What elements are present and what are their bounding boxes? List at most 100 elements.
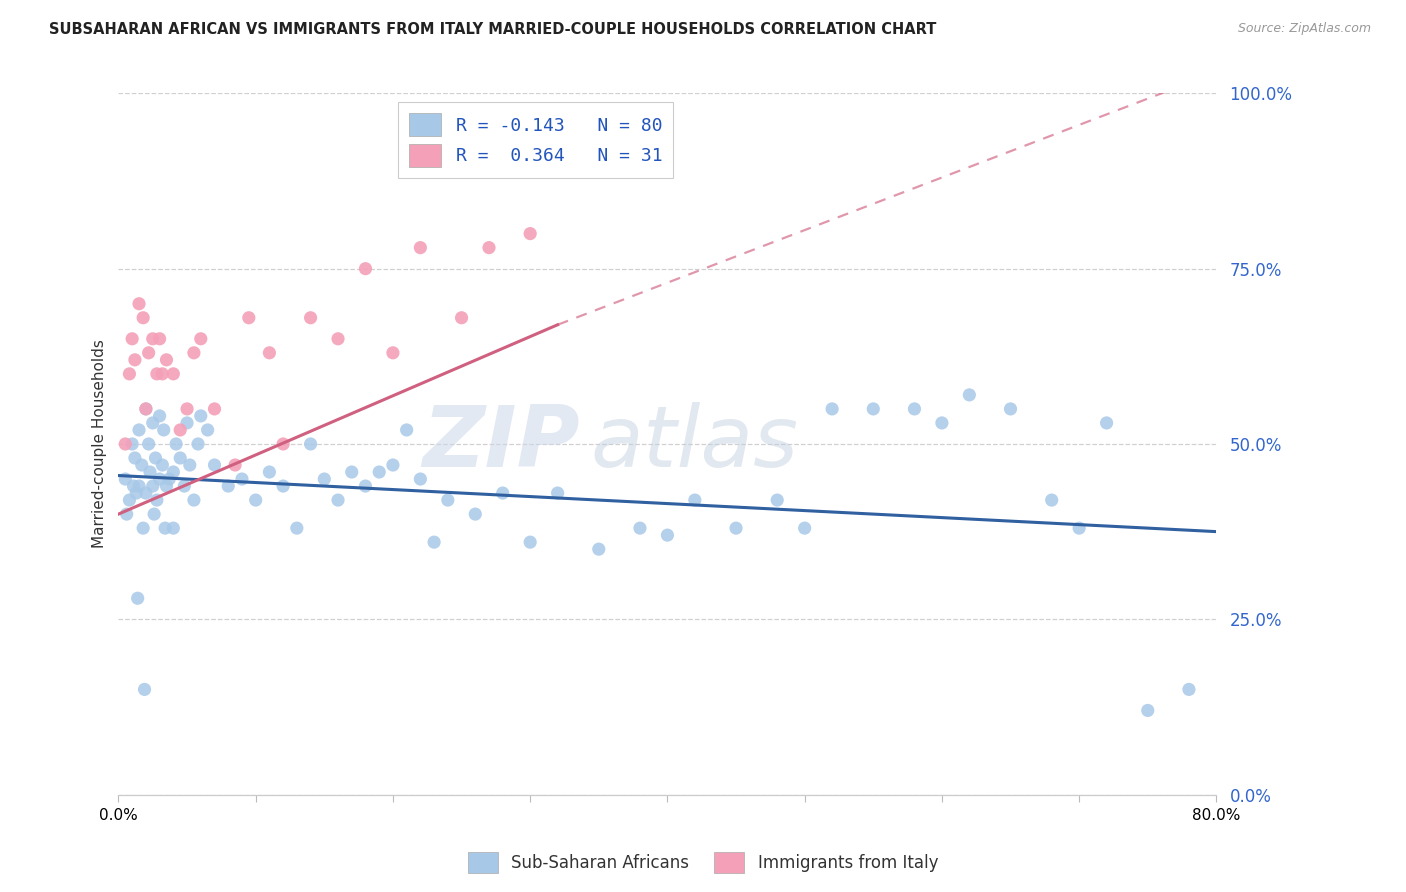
Point xyxy=(190,332,212,346)
Point xyxy=(368,465,391,479)
Point xyxy=(588,542,610,557)
Text: ZIP: ZIP xyxy=(422,402,579,485)
Point xyxy=(176,416,198,430)
Point xyxy=(145,450,167,465)
Point xyxy=(149,409,172,423)
Point xyxy=(409,472,432,486)
Point xyxy=(146,367,169,381)
Point xyxy=(657,528,679,542)
Point xyxy=(165,437,187,451)
Point xyxy=(157,472,180,486)
Point xyxy=(224,458,246,472)
Point xyxy=(114,472,136,486)
Point xyxy=(381,458,404,472)
Point xyxy=(423,535,446,549)
Point xyxy=(134,682,156,697)
Point xyxy=(1040,493,1063,508)
Point xyxy=(127,591,149,606)
Point xyxy=(395,423,418,437)
Point xyxy=(724,521,747,535)
Point xyxy=(204,458,226,472)
Point xyxy=(142,479,165,493)
Point xyxy=(259,346,281,360)
Point xyxy=(238,310,260,325)
Point xyxy=(169,423,191,437)
Point xyxy=(340,465,363,479)
Point xyxy=(150,367,173,381)
Point xyxy=(231,472,253,486)
Point xyxy=(124,352,146,367)
Point xyxy=(162,521,184,535)
Point xyxy=(271,437,294,451)
Point xyxy=(1000,401,1022,416)
Point xyxy=(326,332,349,346)
Point xyxy=(173,479,195,493)
Text: Source: ZipAtlas.com: Source: ZipAtlas.com xyxy=(1237,22,1371,36)
Point xyxy=(131,458,153,472)
Point xyxy=(245,493,267,508)
Point xyxy=(149,472,172,486)
Point xyxy=(121,437,143,451)
Point xyxy=(1136,703,1159,717)
Point xyxy=(519,535,541,549)
Point xyxy=(135,401,157,416)
Point xyxy=(139,465,162,479)
Point xyxy=(409,241,432,255)
Point xyxy=(187,437,209,451)
Point xyxy=(821,401,844,416)
Point xyxy=(143,507,166,521)
Point xyxy=(149,332,172,346)
Point xyxy=(957,388,980,402)
Point xyxy=(1069,521,1091,535)
Legend: R = -0.143   N = 80, R =  0.364   N = 31: R = -0.143 N = 80, R = 0.364 N = 31 xyxy=(398,103,673,178)
Point xyxy=(381,346,404,360)
Point xyxy=(478,241,501,255)
Point xyxy=(931,416,953,430)
Point xyxy=(326,493,349,508)
Legend: Sub-Saharan Africans, Immigrants from Italy: Sub-Saharan Africans, Immigrants from It… xyxy=(461,846,945,880)
Point xyxy=(183,346,205,360)
Point xyxy=(138,437,160,451)
Point xyxy=(176,401,198,416)
Point xyxy=(197,423,219,437)
Point xyxy=(162,465,184,479)
Point xyxy=(204,401,226,416)
Point xyxy=(190,409,212,423)
Point xyxy=(1178,682,1201,697)
Point xyxy=(217,479,239,493)
Point xyxy=(118,493,141,508)
Point xyxy=(683,493,706,508)
Point xyxy=(152,423,174,437)
Point xyxy=(628,521,651,535)
Point xyxy=(153,521,176,535)
Point xyxy=(122,479,145,493)
Point xyxy=(862,401,884,416)
Point xyxy=(169,450,191,465)
Point xyxy=(128,297,150,311)
Point xyxy=(138,346,160,360)
Point xyxy=(135,401,157,416)
Point xyxy=(354,479,377,493)
Point xyxy=(1095,416,1118,430)
Point xyxy=(124,450,146,465)
Point xyxy=(299,437,322,451)
Point xyxy=(285,521,308,535)
Point xyxy=(132,310,155,325)
Point xyxy=(128,479,150,493)
Y-axis label: Married-couple Households: Married-couple Households xyxy=(93,340,107,549)
Point xyxy=(155,352,177,367)
Point xyxy=(142,332,165,346)
Point xyxy=(142,416,165,430)
Point xyxy=(132,521,155,535)
Point xyxy=(135,486,157,500)
Point xyxy=(766,493,789,508)
Point xyxy=(146,493,169,508)
Point xyxy=(492,486,515,500)
Point xyxy=(115,507,138,521)
Point xyxy=(155,479,177,493)
Point xyxy=(437,493,460,508)
Point xyxy=(118,367,141,381)
Point xyxy=(519,227,541,241)
Point xyxy=(271,479,294,493)
Point xyxy=(150,458,173,472)
